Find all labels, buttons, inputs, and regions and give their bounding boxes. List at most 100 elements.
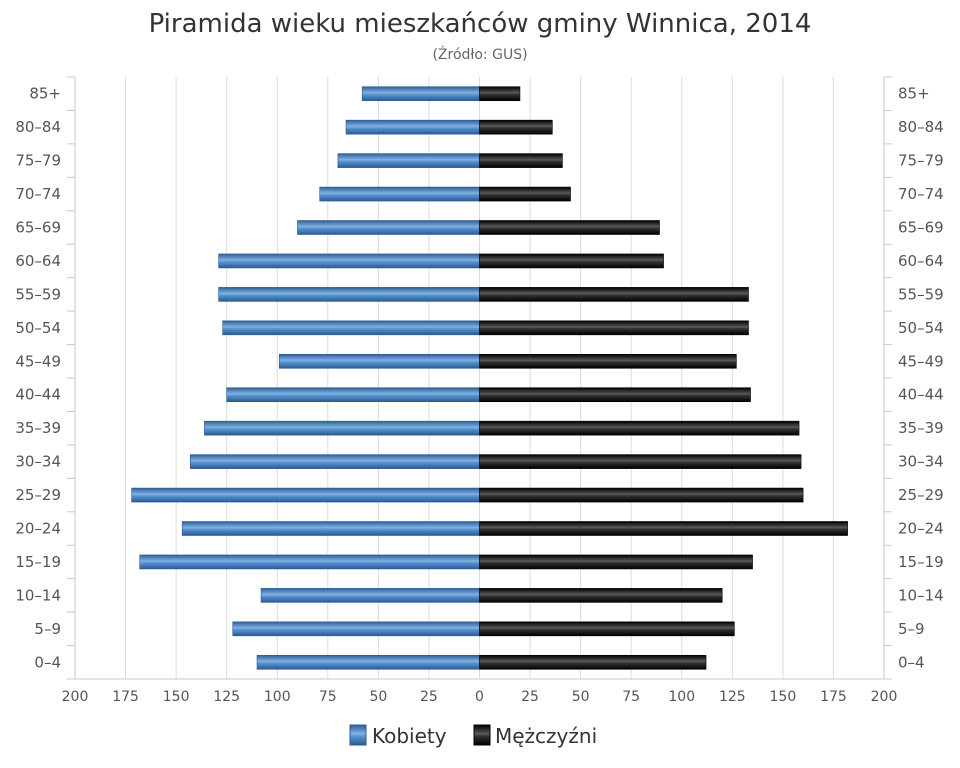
category-label-left: 60–64 <box>15 252 61 270</box>
category-label-right: 5–9 <box>898 620 925 638</box>
x-tick-label: 50 <box>572 689 590 705</box>
x-tick-label: 100 <box>264 689 291 705</box>
bar-mezczyzni[interactable] <box>479 119 553 135</box>
chart-subtitle: (Źródło: GUS) <box>432 45 527 63</box>
category-label-right: 15–19 <box>898 553 944 571</box>
x-tick-label: 125 <box>213 689 240 705</box>
category-label-right: 10–14 <box>898 586 944 604</box>
bar-mezczyzni[interactable] <box>479 654 707 670</box>
category-label-right: 60–64 <box>898 252 944 270</box>
bar-kobiety[interactable] <box>222 320 480 336</box>
category-label-right: 25–29 <box>898 486 944 504</box>
category-label-left: 15–19 <box>15 553 61 571</box>
bar-mezczyzni[interactable] <box>479 320 749 336</box>
bar-mezczyzni[interactable] <box>479 588 723 603</box>
x-tick-label: 125 <box>719 689 746 705</box>
x-tick-label: 175 <box>820 689 847 705</box>
bar-kobiety[interactable] <box>204 420 480 436</box>
bar-kobiety[interactable] <box>218 287 480 302</box>
x-tick-label: 200 <box>62 689 89 705</box>
bars <box>131 86 848 670</box>
bar-kobiety[interactable] <box>226 387 480 403</box>
bar-mezczyzni[interactable] <box>479 387 751 403</box>
category-label-right: 35–39 <box>898 419 944 437</box>
x-tick-label: 100 <box>668 689 695 705</box>
bar-kobiety[interactable] <box>218 253 480 269</box>
category-label-right: 50–54 <box>898 319 944 337</box>
bar-mezczyzni[interactable] <box>479 521 848 536</box>
bar-kobiety[interactable] <box>131 487 480 503</box>
category-label-left: 10–14 <box>15 586 61 604</box>
bar-kobiety[interactable] <box>139 554 480 570</box>
bar-kobiety[interactable] <box>319 186 480 202</box>
bar-kobiety[interactable] <box>256 654 480 670</box>
category-label-left: 5–9 <box>34 620 61 638</box>
legend-label-kobiety: Kobiety <box>372 724 447 748</box>
x-axis-tick-labels: 200 175 150 125 100 75 50 25 0 25 50 75 100 125 150 175… <box>62 689 898 705</box>
legend-label-mezczyzni: Mężczyźni <box>495 724 597 748</box>
legend[interactable]: Kobiety Mężczyźni <box>349 724 597 748</box>
bar-kobiety[interactable] <box>297 220 480 235</box>
bar-mezczyzni[interactable] <box>479 253 664 269</box>
legend-item-mezczyzni[interactable]: Mężczyźni <box>473 724 597 748</box>
bar-mezczyzni[interactable] <box>479 554 753 570</box>
category-label-left: 45–49 <box>15 352 61 370</box>
bar-mezczyzni[interactable] <box>479 86 521 102</box>
bar-mezczyzni[interactable] <box>479 454 802 469</box>
category-labels: 85+ 85+ 80–84 80–84 75–79 75–79 70–74 70–74 65–6… <box>15 85 943 672</box>
bar-mezczyzni[interactable] <box>479 186 571 202</box>
category-label-right: 55–59 <box>898 285 944 303</box>
axes <box>67 76 892 680</box>
category-label-right: 70–74 <box>898 185 944 203</box>
category-label-left: 85+ <box>29 85 61 103</box>
category-label-left: 30–34 <box>15 453 61 471</box>
x-tick-label: 0 <box>475 689 484 705</box>
bar-kobiety[interactable] <box>337 153 480 168</box>
legend-swatch-kobiety <box>349 724 367 746</box>
x-tick-label: 50 <box>369 689 387 705</box>
x-tick-label: 25 <box>521 689 539 705</box>
legend-item-kobiety[interactable]: Kobiety <box>349 724 447 748</box>
bar-mezczyzni[interactable] <box>479 220 660 235</box>
category-label-left: 55–59 <box>15 285 61 303</box>
category-label-right: 40–44 <box>898 386 944 404</box>
x-tick-label: 75 <box>622 689 640 705</box>
chart-title: Piramida wieku mieszkańców gminy Winnica… <box>149 9 812 39</box>
category-label-right: 75–79 <box>898 152 944 170</box>
bar-kobiety[interactable] <box>278 353 480 369</box>
bar-mezczyzni[interactable] <box>479 420 800 436</box>
bar-mezczyzni[interactable] <box>479 287 749 302</box>
x-tick-label: 175 <box>112 689 139 705</box>
bar-mezczyzni[interactable] <box>479 153 563 168</box>
bar-mezczyzni[interactable] <box>479 621 735 637</box>
category-label-left: 80–84 <box>15 118 61 136</box>
category-label-right: 85+ <box>898 85 930 103</box>
category-label-left: 35–39 <box>15 419 61 437</box>
bar-kobiety[interactable] <box>260 588 480 603</box>
category-label-left: 70–74 <box>15 185 61 203</box>
x-tick-label: 200 <box>871 689 898 705</box>
category-label-left: 65–69 <box>15 219 61 237</box>
category-label-left: 50–54 <box>15 319 61 337</box>
category-label-left: 40–44 <box>15 386 61 404</box>
bar-kobiety[interactable] <box>232 621 480 637</box>
category-label-right: 80–84 <box>898 118 944 136</box>
bar-mezczyzni[interactable] <box>479 487 804 503</box>
bar-kobiety[interactable] <box>361 86 480 102</box>
bar-kobiety[interactable] <box>345 119 480 135</box>
category-label-right: 65–69 <box>898 219 944 237</box>
bar-mezczyzni[interactable] <box>479 353 737 369</box>
category-label-right: 45–49 <box>898 352 944 370</box>
bar-kobiety[interactable] <box>189 454 480 469</box>
category-label-right: 0–4 <box>898 653 925 671</box>
legend-swatch-mezczyzni <box>473 724 491 746</box>
x-tick-label: 25 <box>420 689 438 705</box>
x-tick-label: 150 <box>163 689 190 705</box>
x-tick-label: 75 <box>319 689 337 705</box>
category-label-left: 20–24 <box>15 520 61 538</box>
bar-kobiety[interactable] <box>181 521 480 536</box>
category-label-right: 30–34 <box>898 453 944 471</box>
category-label-right: 20–24 <box>898 520 944 538</box>
